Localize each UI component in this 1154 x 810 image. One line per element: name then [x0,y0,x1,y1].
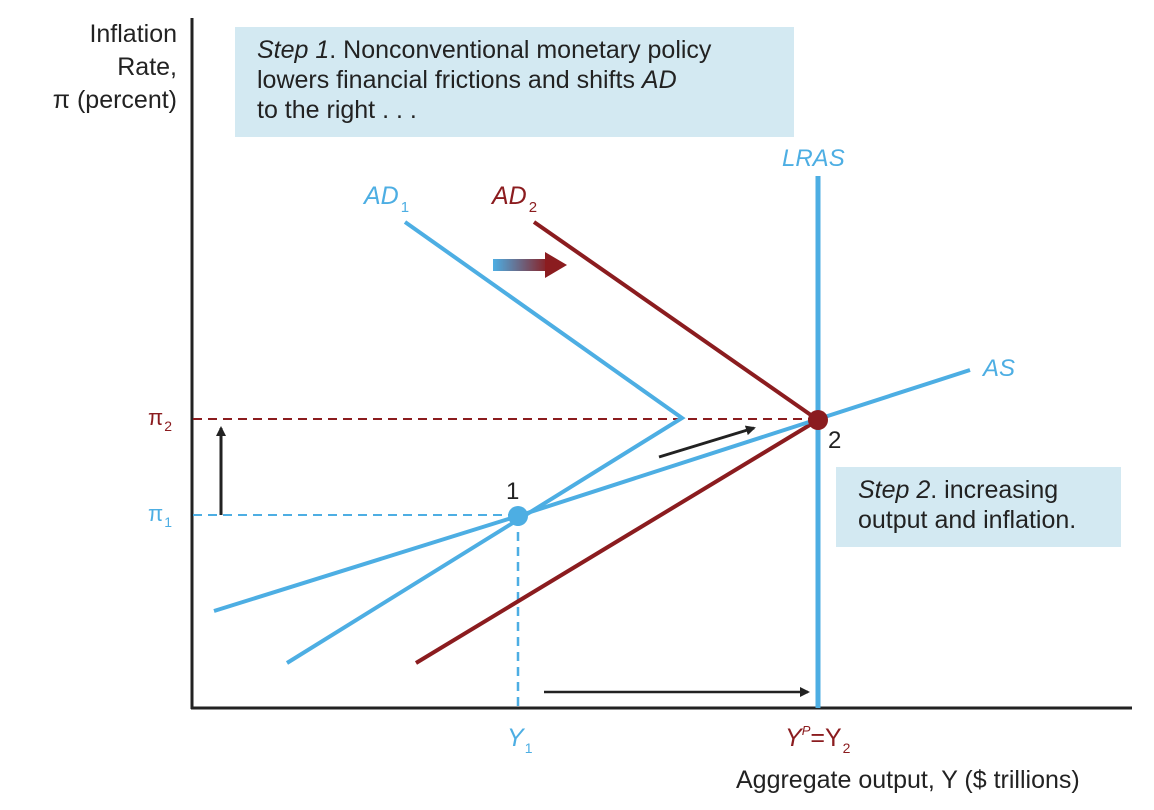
ad2-label: AD 2 [490,182,537,216]
x-axis-label: Aggregate output, Y ($ trillions) [736,766,1080,794]
ad-shift-arrow [493,252,567,278]
point-1-label: 1 [506,478,519,505]
point-2-label: 2 [828,427,841,454]
y-axis-label-line: π (percent) [52,86,177,114]
step1-line3: to the right . . . [257,96,417,124]
y-axis-label-line: Rate, [117,53,177,81]
as-curve [213,368,971,613]
movement-along-as-arrow [658,425,756,459]
step1-annotation-box: Step 1. Nonconventional monetary policy … [235,27,794,137]
yp-y2-tick-label: YP=Y2 [785,723,851,756]
y-axis-label-line: Inflation [89,20,177,48]
step1-italic: Step 1 [257,36,330,64]
step1-ad: AD [641,66,677,94]
ad1-curve [285,220,686,665]
equilibrium-point-2 [808,410,828,430]
y-axis-label: Inflation Rate, π (percent) [53,18,177,117]
lras-label: LRAS [782,145,845,172]
equilibrium-point-1 [508,506,528,526]
ad1-label: AD 1 [362,182,409,216]
step2-line1: . increasing [930,476,1059,504]
step2-line2: output and inflation. [858,506,1077,534]
ad2-lower-line [414,418,820,665]
step2-annotation-box: Step 2. increasing output and inflation. [836,467,1121,547]
step1-line1: . Nonconventional monetary policy [329,36,712,64]
y1-tick-label: Y1 [507,724,533,756]
step1-line2: lowers financial frictions and shifts [257,66,642,94]
step2-italic: Step 2 [858,476,931,504]
pi2-tick-label: π2 [148,405,172,434]
ad2-upper-line [532,220,820,422]
as-label: AS [981,355,1015,382]
pi1-tick-label: π1 [148,501,172,530]
